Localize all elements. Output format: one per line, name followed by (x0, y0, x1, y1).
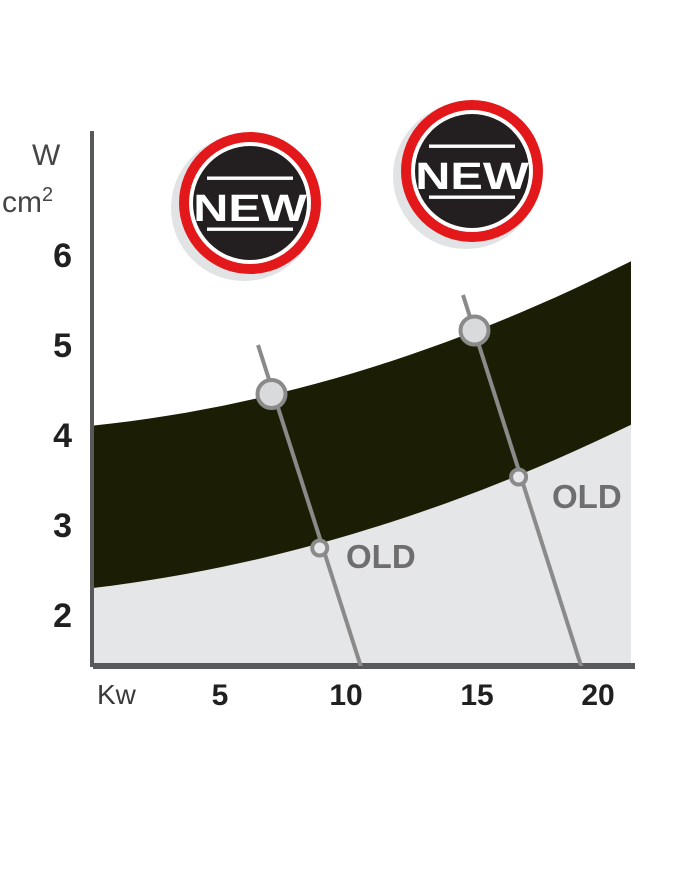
svg-text:cm2: cm2 (2, 184, 53, 219)
svg-text:4: 4 (53, 417, 72, 455)
svg-text:OLD: OLD (346, 538, 416, 575)
svg-text:3: 3 (53, 507, 72, 545)
svg-text:Kw: Kw (97, 679, 137, 710)
svg-text:W: W (32, 139, 61, 172)
svg-text:6: 6 (53, 237, 72, 275)
svg-text:2: 2 (53, 597, 72, 635)
svg-text:5: 5 (53, 327, 72, 365)
svg-text:20: 20 (581, 679, 614, 712)
svg-text:15: 15 (460, 679, 493, 712)
svg-text:OLD: OLD (552, 478, 622, 515)
svg-text:5: 5 (212, 679, 229, 712)
svg-text:10: 10 (329, 679, 362, 712)
